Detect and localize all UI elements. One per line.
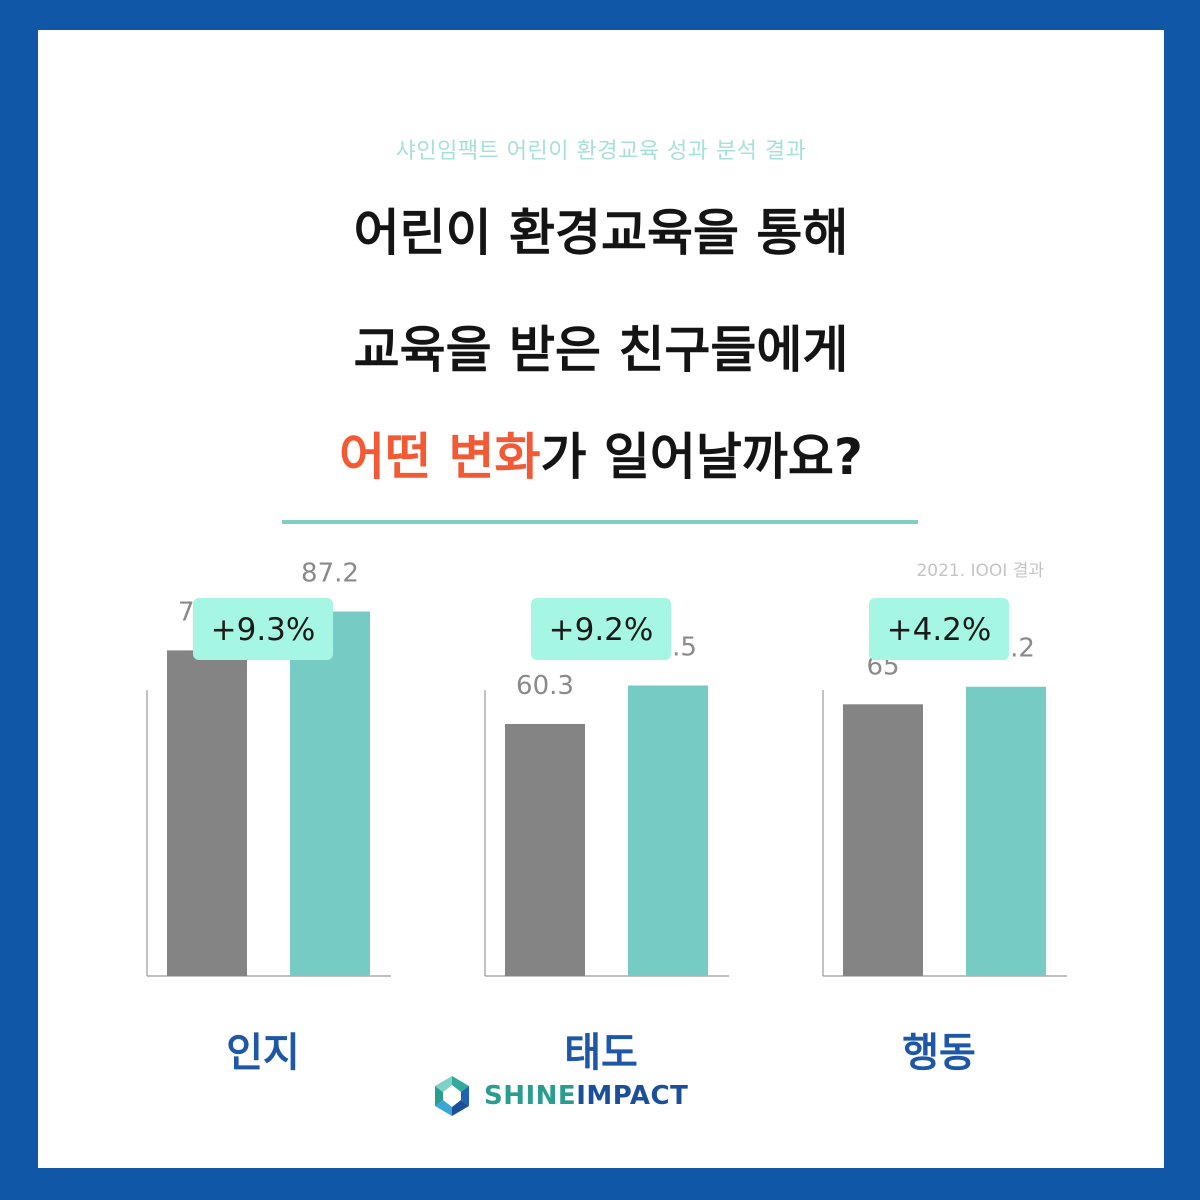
brand-name-shine: SHINE <box>484 1081 577 1111</box>
change-badge <box>531 598 671 660</box>
category-label: 인지 <box>226 1030 300 1076</box>
bar-after <box>966 686 1046 976</box>
headline-highlight: 어떤 변화 <box>339 428 541 486</box>
bar-before <box>167 650 247 976</box>
headline-line-1: 어린이 환경교육을 통해 <box>353 204 849 262</box>
source-note: 2021. IOOI 결과 <box>916 561 1044 581</box>
data-label-before: 60.3 <box>516 671 574 701</box>
headline-rest: 가 일어날까요? <box>540 428 863 486</box>
change-badge <box>869 598 1009 660</box>
shine-impact-logo-icon <box>435 1076 469 1116</box>
brand-logo: SHINE IMPACT <box>428 1072 688 1120</box>
headline-line-3: 어떤 변화가 일어날까요? <box>38 432 1164 482</box>
bar-after <box>628 685 708 976</box>
brand-name-impact: IMPACT <box>576 1081 689 1111</box>
change-badge-label: +9.3% <box>211 612 316 648</box>
change-badge-label: +9.2% <box>549 612 654 648</box>
data-label-after: 87.2 <box>301 559 359 589</box>
divider-line <box>282 520 918 524</box>
headline-line-2: 교육을 받은 친구들에게 <box>353 321 849 379</box>
category-label: 행동 <box>902 1030 976 1076</box>
change-badge-label: +4.2% <box>887 612 992 648</box>
page-subtitle: 샤인임팩트 어린이 환경교육 성과 분석 결과 <box>395 139 807 164</box>
change-badge <box>193 598 333 660</box>
bar-before <box>843 704 923 976</box>
bar-before <box>505 723 585 976</box>
category-label: 태도 <box>564 1030 638 1076</box>
bar-after <box>290 611 370 976</box>
